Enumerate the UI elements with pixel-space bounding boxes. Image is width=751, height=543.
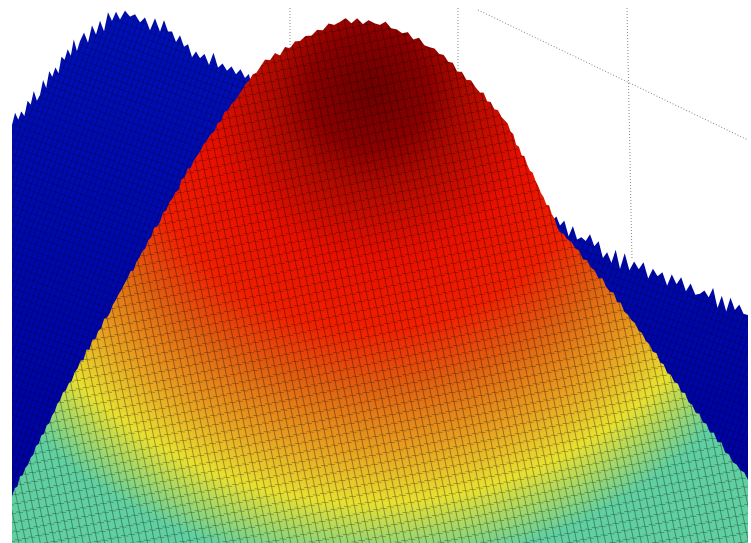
- surface-plot: [0, 0, 751, 543]
- page: (() => { const svg = document.getElement…: [0, 0, 751, 543]
- grid-line: [627, 8, 632, 260]
- surface: [12, 11, 748, 543]
- grid-line: [478, 10, 748, 140]
